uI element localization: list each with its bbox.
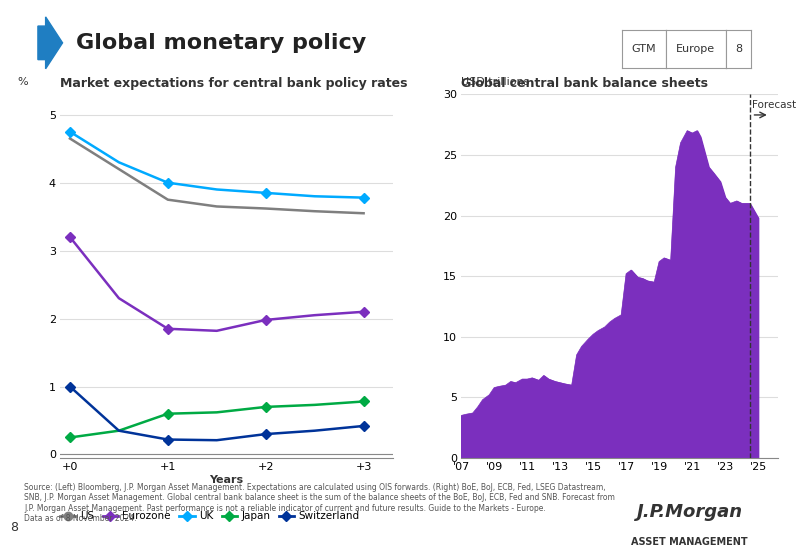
FancyArrow shape (38, 17, 63, 69)
Text: %: % (17, 77, 27, 87)
Text: Global central bank balance sheets: Global central bank balance sheets (461, 77, 708, 90)
Text: Market expectations for central bank policy rates: Market expectations for central bank pol… (60, 77, 407, 90)
X-axis label: Years: Years (209, 475, 244, 485)
Text: ASSET MANAGEMENT: ASSET MANAGEMENT (631, 537, 748, 547)
Legend: US, Eurozone, UK, Japan, Switzerland: US, Eurozone, UK, Japan, Switzerland (56, 507, 364, 526)
Text: USD trillions: USD trillions (461, 77, 529, 87)
Text: Source: (Left) Bloomberg, J.P. Morgan Asset Management. Expectations are calcula: Source: (Left) Bloomberg, J.P. Morgan As… (24, 483, 615, 523)
Text: Global economy: Global economy (4, 234, 14, 321)
Text: Global monetary policy: Global monetary policy (76, 33, 367, 53)
Text: Europe: Europe (676, 44, 715, 54)
Text: 8: 8 (10, 521, 18, 534)
Text: Forecast: Forecast (751, 100, 796, 110)
Text: J.P.Morgan: J.P.Morgan (637, 503, 743, 521)
Text: GTM: GTM (631, 44, 656, 54)
Text: 8: 8 (735, 44, 742, 54)
